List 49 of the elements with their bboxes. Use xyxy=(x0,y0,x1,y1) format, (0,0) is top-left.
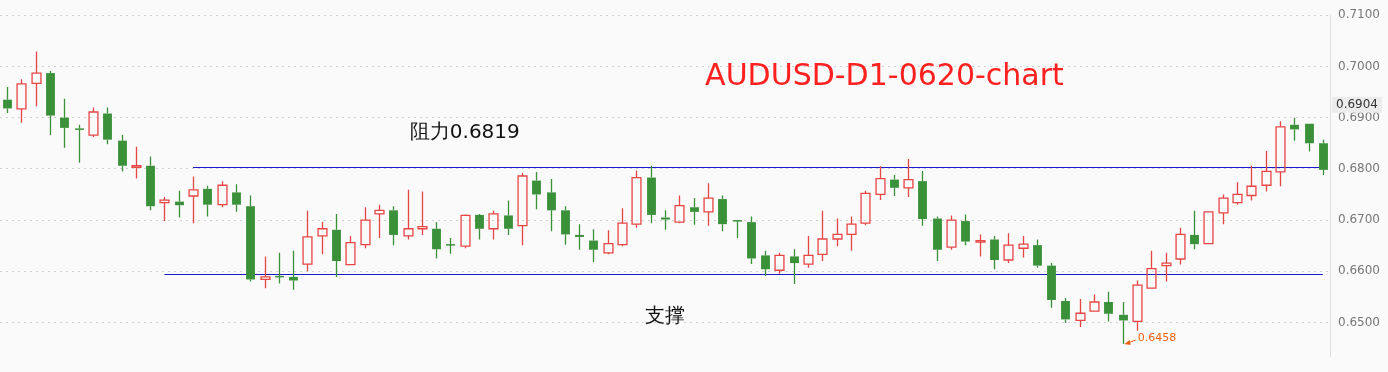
candlestick xyxy=(803,235,814,269)
candlestick xyxy=(403,189,414,241)
candlestick xyxy=(1275,120,1286,187)
candlestick xyxy=(690,197,699,226)
y-tick-label: 0.7000 xyxy=(1338,58,1381,73)
candlestick xyxy=(589,228,598,263)
candlestick xyxy=(1261,150,1272,193)
candlestick xyxy=(260,255,271,289)
ref-line-label: 阻力0.6819 xyxy=(409,118,520,143)
candlestick xyxy=(131,146,142,180)
annotation: 0.6458 xyxy=(1137,330,1177,344)
ref-line-label: 支撑 xyxy=(645,302,686,327)
candlestick xyxy=(1246,165,1257,202)
candlestick xyxy=(790,248,799,285)
candlestick xyxy=(846,215,857,252)
candlestick xyxy=(46,70,55,136)
candlestick xyxy=(1161,252,1172,283)
candlestick xyxy=(60,98,69,149)
candlestick xyxy=(302,210,313,272)
y-tick-label: 0.6700 xyxy=(1338,212,1381,227)
candlestick xyxy=(188,175,199,224)
text: AUDUSD-D1-0620-chart xyxy=(705,56,1065,92)
y-tick-label: 0.7100 xyxy=(1338,7,1381,22)
candlestick xyxy=(575,223,584,251)
candlestick xyxy=(817,210,828,262)
candlestick xyxy=(532,171,541,210)
candlestick xyxy=(159,196,170,222)
candlestick xyxy=(75,124,84,164)
candlestick xyxy=(417,190,428,236)
candlestick xyxy=(504,199,513,236)
candlestick xyxy=(547,178,556,232)
y-tick-label: 0.6600 xyxy=(1338,263,1381,278)
candlestick xyxy=(903,158,914,198)
candlestick xyxy=(703,182,714,227)
candlestick xyxy=(1190,210,1199,250)
candlestick xyxy=(647,165,656,224)
candlestick xyxy=(517,172,528,246)
candlestick xyxy=(317,221,328,256)
y-tick-label: 0.6500 xyxy=(1338,314,1381,329)
candlestick xyxy=(832,217,843,247)
candlestick xyxy=(31,50,42,108)
candlestick xyxy=(975,233,986,258)
candlestick xyxy=(1075,298,1086,328)
candlestick xyxy=(332,213,341,278)
candlestick xyxy=(16,78,27,124)
y-tick-label: 0.6900 xyxy=(1338,109,1381,124)
candlestick xyxy=(374,204,385,239)
y-tick-label: 0.6800 xyxy=(1338,160,1381,175)
text: 0.6904 xyxy=(1336,96,1379,111)
